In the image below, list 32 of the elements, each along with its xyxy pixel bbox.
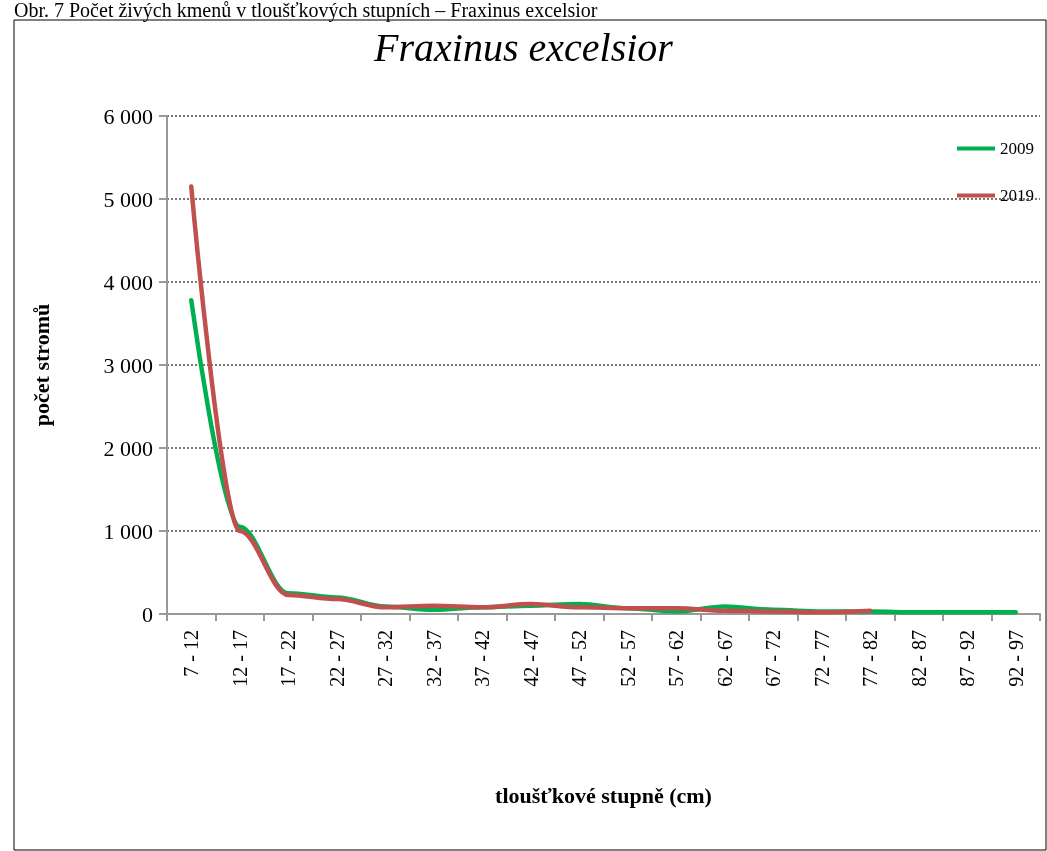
x-tick-label: 22 - 27 — [325, 630, 348, 687]
line-series — [189, 184, 873, 615]
x-tick-label: 32 - 37 — [422, 630, 445, 687]
legend-label: 2009 — [1000, 139, 1034, 158]
x-tick-label: 37 - 42 — [471, 630, 494, 687]
y-tick-label: 0 — [142, 601, 153, 627]
legend-label: 2019 — [1000, 186, 1034, 205]
y-tick-label: 2 000 — [103, 435, 153, 461]
y-tick-label: 1 000 — [103, 518, 153, 544]
x-tick-label: 52 - 57 — [616, 630, 639, 687]
x-tick-label: 17 - 22 — [277, 630, 300, 687]
x-tick-label: 77 - 82 — [859, 630, 882, 687]
y-tick-label: 6 000 — [103, 103, 153, 129]
x-tick-label: 7 - 12 — [180, 630, 203, 677]
x-tick-label: 12 - 17 — [228, 630, 251, 687]
x-tick-label: 47 - 52 — [568, 630, 591, 687]
x-tick-label: 27 - 32 — [374, 630, 397, 687]
y-tick-label: 4 000 — [103, 269, 153, 295]
x-tick-label: 57 - 62 — [665, 630, 688, 687]
x-tick-label: 72 - 77 — [810, 630, 833, 687]
x-tick-label: 42 - 47 — [519, 630, 542, 687]
x-axis-title: tloušťkové stupně (cm) — [495, 782, 712, 808]
x-tick-label: 62 - 67 — [713, 630, 736, 687]
x-tick-label: 87 - 92 — [956, 630, 979, 687]
y-tick-label: 5 000 — [103, 186, 153, 212]
y-tick-label: 3 000 — [103, 352, 153, 378]
chart-title: Fraxinus excelsior — [373, 24, 674, 70]
x-tick-label: 67 - 72 — [762, 630, 785, 687]
text: Obr. 7 Počet živých kmenů v tloušťkových stupních – Fraxinus excelsior — [14, 0, 598, 22]
x-tick-label: 92 - 97 — [1004, 630, 1027, 687]
y-axis-title: počet stromů — [28, 303, 54, 427]
x-tick-label: 82 - 87 — [907, 630, 930, 687]
